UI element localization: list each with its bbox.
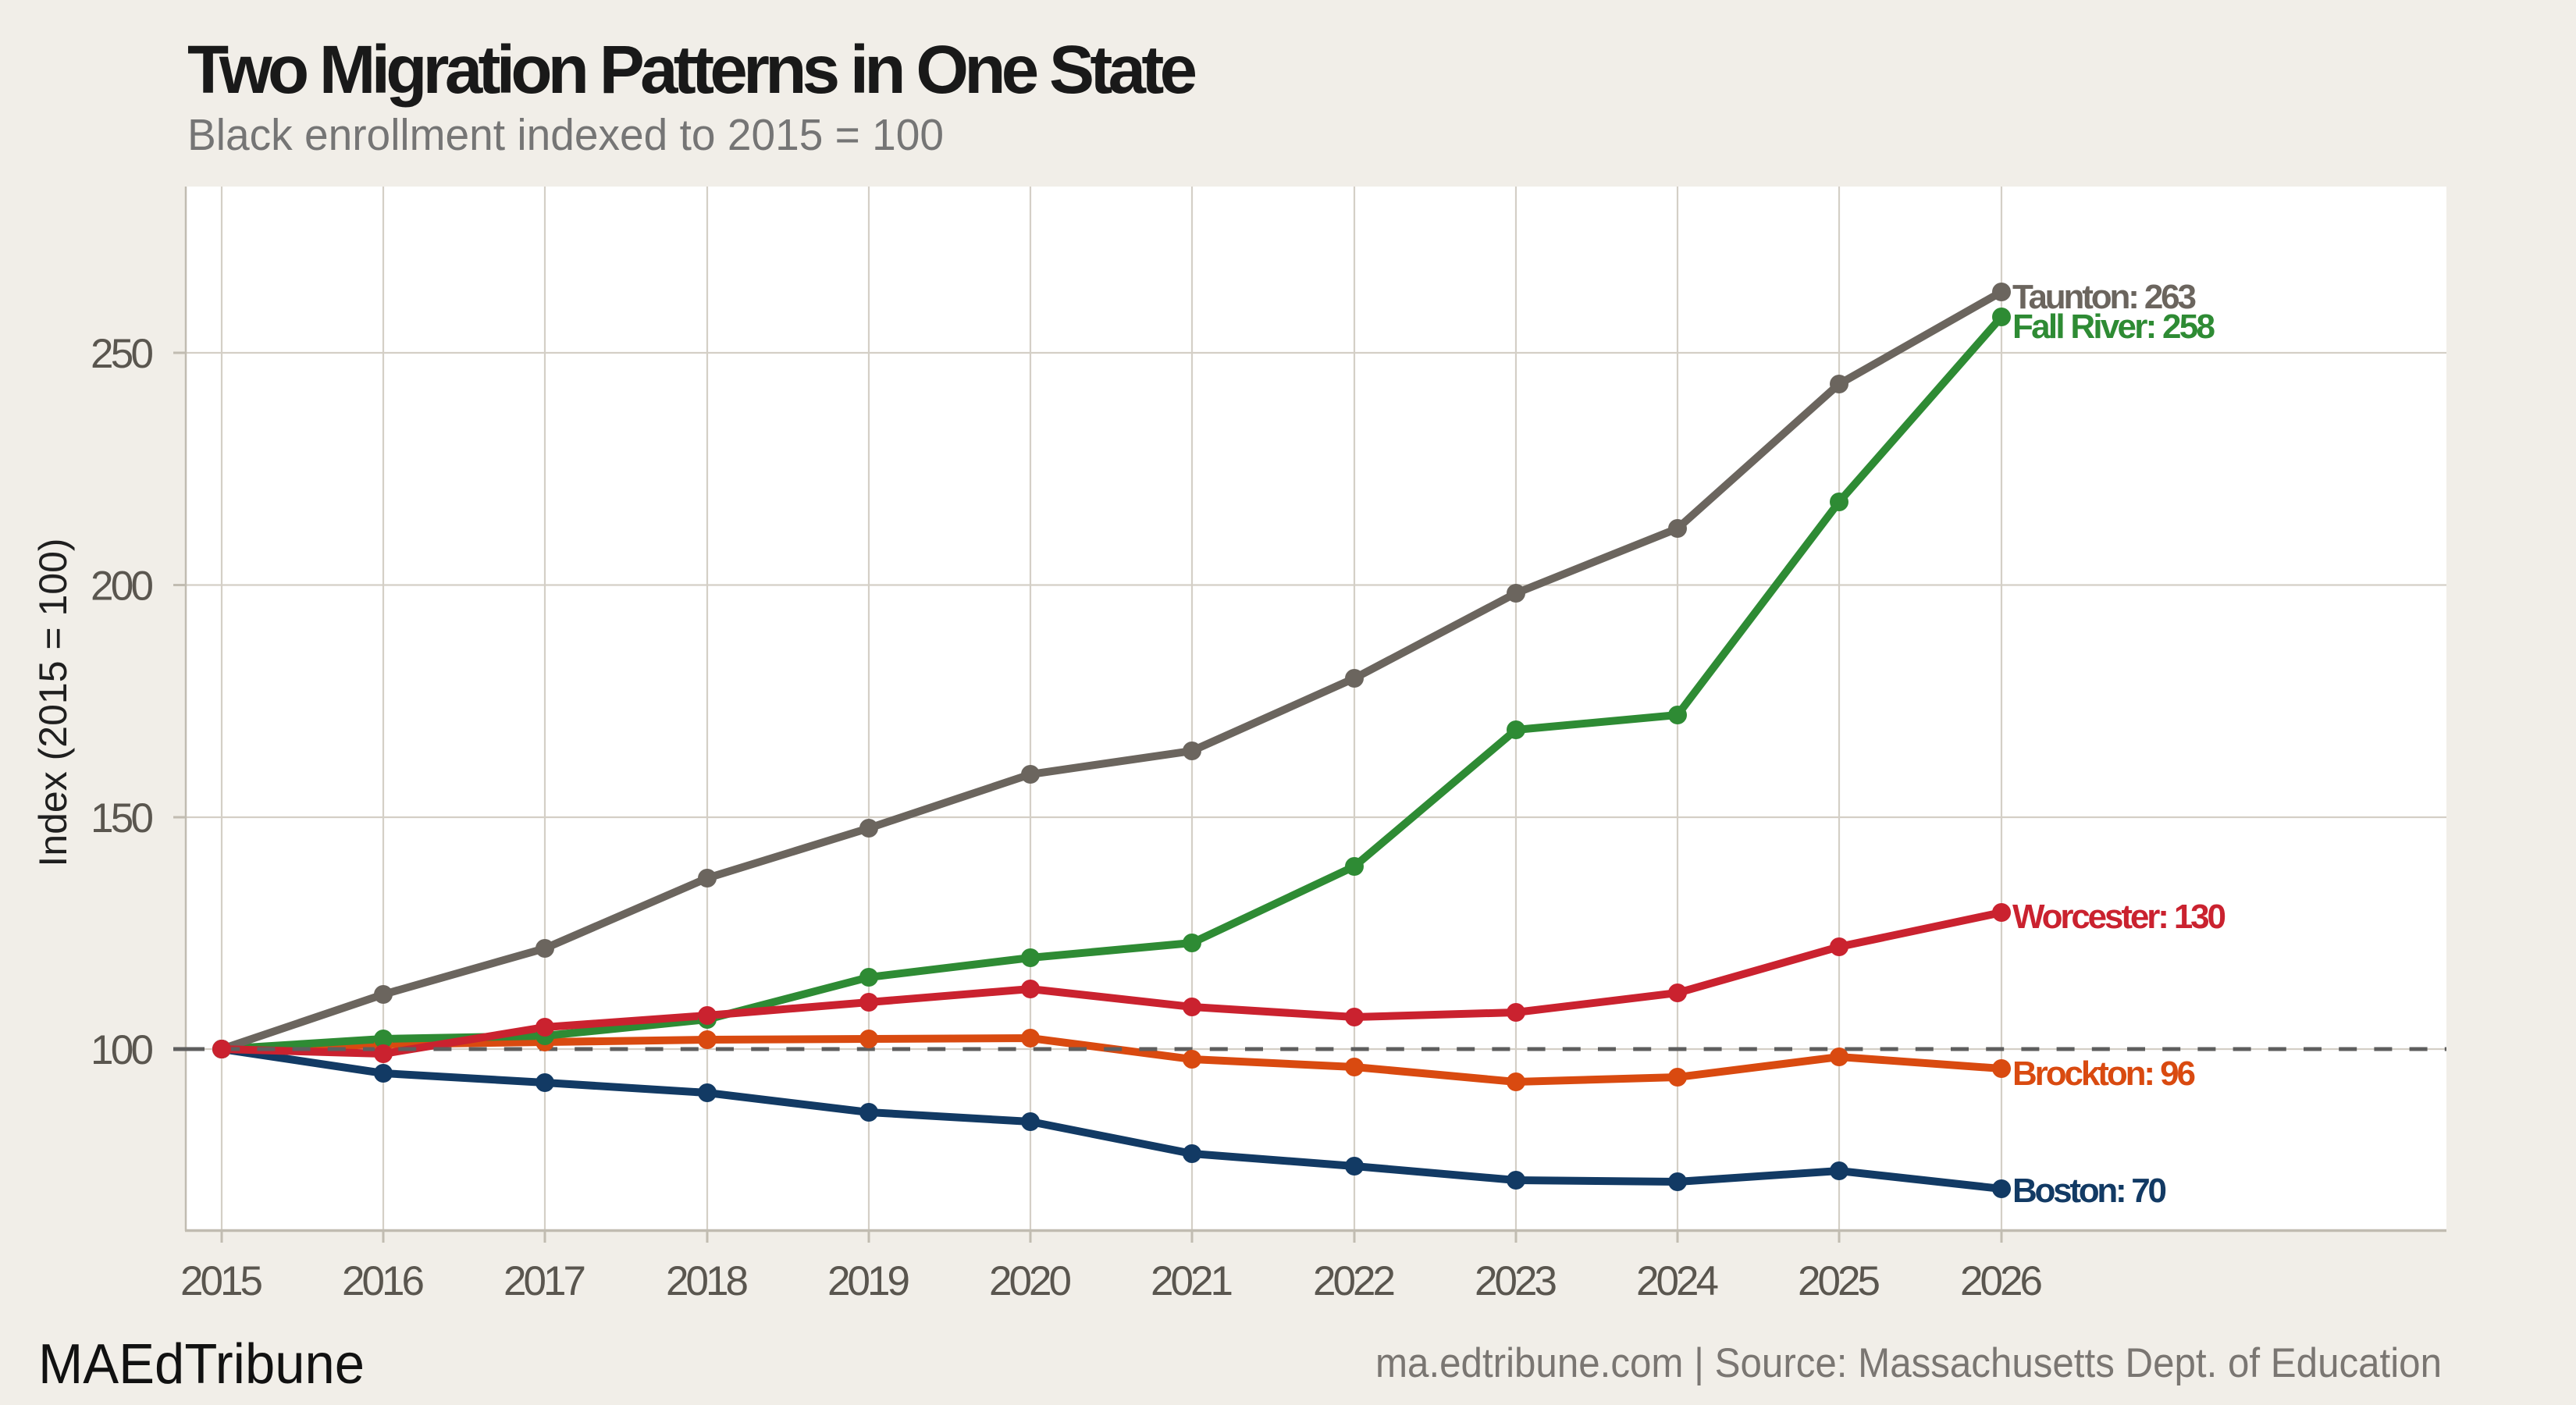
svg-text:2017: 2017 <box>503 1258 586 1304</box>
svg-text:2021: 2021 <box>1151 1258 1233 1304</box>
svg-text:2015: 2015 <box>180 1258 263 1304</box>
svg-text:Brockton: 96: Brockton: 96 <box>2012 1055 2196 1093</box>
svg-text:2024: 2024 <box>1636 1258 1719 1304</box>
svg-text:2025: 2025 <box>1798 1258 1880 1304</box>
svg-text:Taunton: 263: Taunton: 263 <box>2012 278 2197 316</box>
svg-text:Two Migration Patterns in One: Two Migration Patterns in One State <box>187 32 1197 108</box>
svg-text:Index (2015 = 100): Index (2015 = 100) <box>31 538 75 866</box>
svg-text:2026: 2026 <box>1960 1258 2043 1304</box>
svg-text:Worcester: 130: Worcester: 130 <box>2012 898 2226 936</box>
svg-text:250: 250 <box>91 331 154 377</box>
svg-text:Black enrollment indexed to 20: Black enrollment indexed to 2015 = 100 <box>187 110 944 160</box>
svg-text:2022: 2022 <box>1313 1258 1396 1304</box>
svg-text:2018: 2018 <box>666 1258 749 1304</box>
svg-text:2019: 2019 <box>827 1258 910 1304</box>
svg-text:2016: 2016 <box>342 1258 425 1304</box>
svg-text:100: 100 <box>91 1027 154 1073</box>
svg-text:ma.edtribune.com | Source: Mas: ma.edtribune.com | Source: Massachusetts… <box>1375 1340 2442 1386</box>
svg-text:Fall River: 258: Fall River: 258 <box>2012 308 2215 346</box>
svg-text:200: 200 <box>91 564 154 610</box>
svg-text:Boston: 70: Boston: 70 <box>2012 1172 2167 1210</box>
svg-text:MAEdTribune: MAEdTribune <box>38 1333 365 1396</box>
svg-text:150: 150 <box>91 795 154 841</box>
svg-text:2023: 2023 <box>1475 1258 1557 1304</box>
svg-text:2020: 2020 <box>989 1258 1072 1304</box>
